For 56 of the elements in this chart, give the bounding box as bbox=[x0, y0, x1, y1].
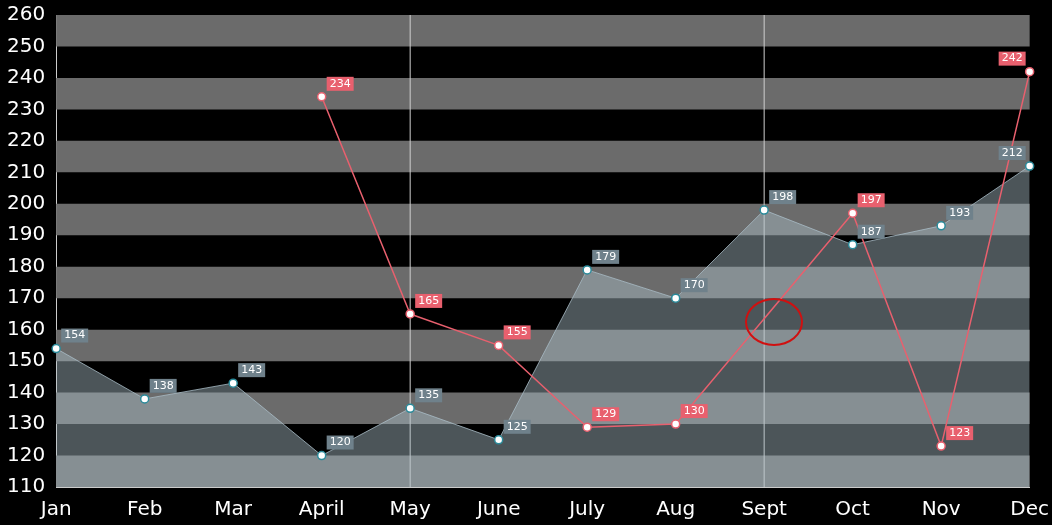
y-tick-label: 200 bbox=[6, 190, 46, 214]
point bbox=[493, 340, 504, 351]
y-tick-label: 210 bbox=[6, 158, 46, 183]
data-label: 154 bbox=[64, 328, 86, 342]
x-tick-label: Jan bbox=[38, 496, 72, 521]
data-label: 125 bbox=[506, 419, 528, 433]
point bbox=[847, 208, 858, 218]
point bbox=[1024, 66, 1035, 77]
x-tick-label: Nov bbox=[921, 496, 961, 521]
y-tick-label: 250 bbox=[6, 32, 46, 57]
data-label: 242 bbox=[1001, 51, 1023, 65]
x-tick-label: Sept bbox=[741, 496, 788, 521]
data-label: 123 bbox=[949, 425, 971, 439]
data-label: 212 bbox=[1001, 145, 1023, 159]
x-tick-label: Dec bbox=[1010, 496, 1049, 521]
y-tick-label: 260 bbox=[6, 1, 46, 26]
data-label: 179 bbox=[595, 249, 617, 263]
data-label: 130 bbox=[683, 403, 705, 417]
data-label: 170 bbox=[683, 278, 705, 292]
point bbox=[670, 419, 681, 429]
x-tick-label: April bbox=[298, 496, 345, 521]
x-tick-label: Aug bbox=[656, 496, 696, 521]
point bbox=[316, 92, 327, 102]
data-label: 120 bbox=[329, 435, 351, 449]
y-tick-label: 140 bbox=[6, 378, 46, 403]
data-label: 135 bbox=[418, 388, 440, 402]
y-tick-label: 150 bbox=[6, 347, 46, 372]
y-tick-label: 170 bbox=[6, 284, 46, 309]
data-label: 197 bbox=[860, 193, 882, 207]
y-tick-label: 220 bbox=[6, 127, 46, 152]
data-label: 165 bbox=[418, 293, 440, 307]
x-tick-label: July bbox=[567, 496, 606, 521]
data-label: 187 bbox=[860, 224, 882, 238]
y-tick-label: 180 bbox=[6, 252, 46, 277]
x-tick-label: May bbox=[389, 496, 431, 521]
x-tick-label: Oct bbox=[835, 496, 871, 521]
x-tick-label: June bbox=[474, 496, 521, 521]
data-label: 129 bbox=[595, 407, 617, 421]
y-tick-label: 230 bbox=[6, 95, 46, 120]
point bbox=[582, 422, 592, 432]
point bbox=[405, 309, 415, 319]
data-label: 198 bbox=[772, 189, 794, 203]
y-tick-label: 120 bbox=[6, 441, 46, 466]
point bbox=[936, 441, 946, 451]
y-tick-label: 160 bbox=[6, 315, 46, 340]
y-tick-label: 110 bbox=[6, 473, 46, 498]
x-tick-label: Mar bbox=[214, 496, 253, 521]
y-tick-label: 240 bbox=[6, 64, 46, 89]
y-tick-label: 130 bbox=[6, 410, 46, 435]
data-label: 155 bbox=[506, 325, 528, 339]
data-label: 138 bbox=[152, 378, 174, 392]
data-label: 193 bbox=[949, 205, 971, 219]
data-label: 143 bbox=[241, 363, 263, 377]
data-label: 234 bbox=[329, 76, 351, 90]
y-tick-label: 190 bbox=[6, 221, 46, 246]
x-tick-label: Feb bbox=[126, 496, 163, 521]
